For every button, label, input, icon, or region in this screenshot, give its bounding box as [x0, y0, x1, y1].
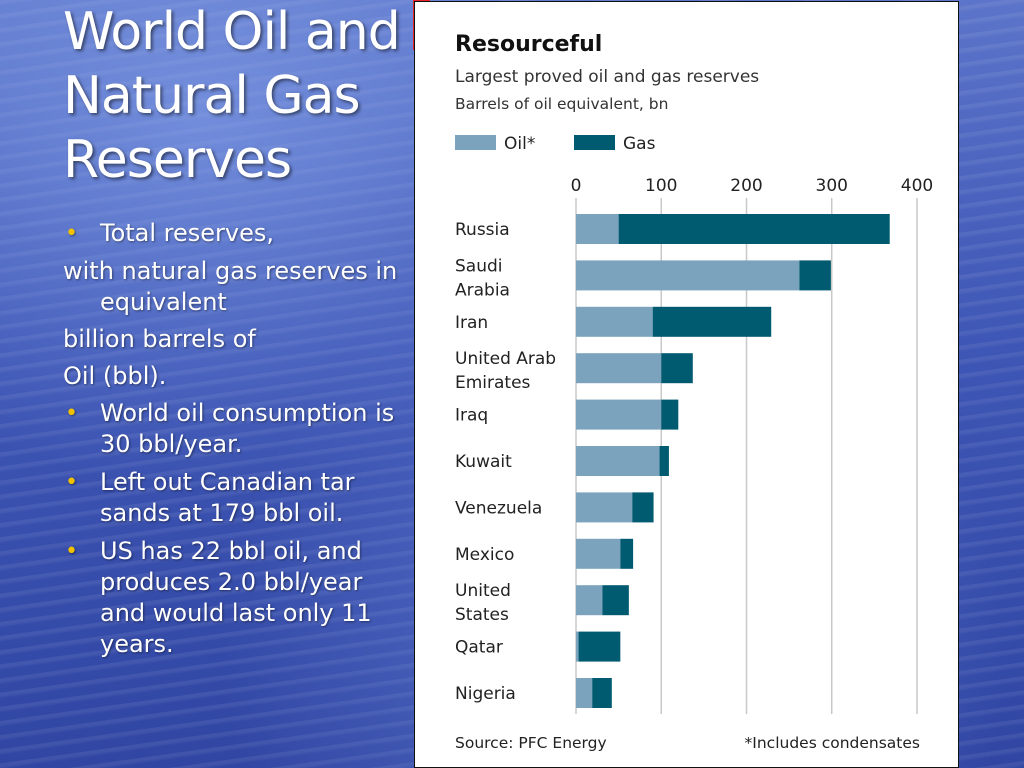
legend-swatch-0: [455, 135, 496, 150]
bar-oil-3: [576, 353, 662, 384]
chart-bars: [576, 214, 890, 708]
body-text: with natural gas reserves in equivalent: [63, 257, 398, 316]
bullet-dot-icon: •: [65, 539, 78, 564]
category-label-line: Saudi: [455, 256, 503, 276]
bar-oil-6: [576, 492, 633, 523]
bullet-item: • Total reserves,: [63, 218, 408, 249]
bar-oil-7: [576, 538, 621, 569]
bullet-dot-icon: •: [65, 221, 78, 246]
legend-label-1: Gas: [623, 134, 656, 154]
bar-gas-2: [652, 306, 772, 337]
x-tick-label-0: 0: [571, 176, 582, 196]
slide-body: • Total reserves, with natural gas reser…: [63, 218, 408, 667]
bar-gas-0: [618, 214, 890, 244]
x-tick-label-1: 100: [645, 176, 677, 196]
bar-oil-8: [576, 585, 603, 616]
body-text: billion barrels of: [63, 325, 256, 353]
bullet-text: Total reserves,: [100, 219, 275, 247]
chart-title: Resourceful: [455, 32, 602, 57]
category-label-10: Nigeria: [455, 684, 516, 704]
chart-subtitle: Largest proved oil and gas reserves: [455, 67, 759, 87]
bullet-text: Left out Canadian tar sands at 179 bbl o…: [100, 468, 355, 527]
category-label-4: Iraq: [455, 406, 488, 426]
bar-gas-6: [632, 492, 654, 523]
chart-category-labels: Russia Saudi Arabia Iran United Arab Emirates…: [455, 220, 556, 704]
category-label-line: United Arab: [455, 349, 556, 369]
slide-title: World Oil and Natural Gas Reserves: [63, 0, 423, 192]
category-label-3: United Arab Emirates: [455, 349, 556, 393]
x-tick-label-2: 200: [730, 176, 762, 196]
chart-footnote: *Includes condensates: [745, 734, 920, 752]
bar-oil-10: [576, 678, 593, 708]
bar-oil-9: [576, 631, 579, 662]
body-line: Oil (bbl).: [63, 361, 408, 392]
bar-gas-3: [661, 353, 693, 384]
body-line: with natural gas reserves in equivalent: [63, 256, 408, 318]
legend-swatch-1: [574, 135, 615, 150]
category-label-8: United States: [455, 581, 511, 625]
bar-gas-1: [799, 260, 831, 291]
bullet-dot-icon: •: [65, 401, 78, 426]
bullet-item: • Left out Canadian tar sands at 179 bbl…: [63, 467, 408, 529]
category-label-2: Iran: [455, 313, 488, 333]
legend-label-0: Oil*: [504, 134, 535, 154]
bar-oil-1: [576, 260, 800, 291]
bar-oil-5: [576, 446, 660, 476]
title-line-1: World Oil and: [63, 2, 401, 62]
bar-gas-9: [578, 631, 621, 662]
bar-gas-8: [602, 585, 629, 616]
body-line: billion barrels of: [63, 324, 408, 355]
reserves-chart: Resourceful Largest proved oil and gas r…: [455, 32, 934, 752]
chart-source: Source: PFC Energy: [455, 734, 607, 752]
category-label-0: Russia: [455, 220, 510, 240]
bar-oil-2: [576, 306, 653, 337]
category-label-line: United: [455, 581, 511, 601]
bullet-item: • US has 22 bbl oil, and produces 2.0 bb…: [63, 536, 408, 660]
chart-panel: Resourceful Largest proved oil and gas r…: [414, 1, 959, 768]
category-label-line: States: [455, 605, 509, 625]
category-label-5: Kuwait: [455, 452, 512, 472]
category-label-1: Saudi Arabia: [455, 256, 510, 300]
x-tick-label-3: 300: [816, 176, 848, 196]
category-label-7: Mexico: [455, 545, 514, 565]
category-label-line: Arabia: [455, 280, 510, 300]
bar-oil-0: [576, 214, 619, 244]
body-text: Oil (bbl).: [63, 362, 167, 390]
category-label-6: Venezuela: [455, 498, 542, 518]
bar-gas-7: [620, 538, 634, 569]
bullet-text: World oil consumption is 30 bbl/year.: [100, 399, 395, 458]
title-line-2: Natural Gas: [63, 66, 361, 126]
bullet-item: • World oil consumption is 30 bbl/year.: [63, 398, 408, 460]
chart-x-axis: 0 100 200 300 400: [571, 176, 934, 196]
bar-oil-4: [576, 399, 662, 430]
chart-legend: Oil* Gas: [455, 134, 656, 154]
bar-gas-4: [661, 399, 679, 430]
category-label-9: Qatar: [455, 638, 503, 658]
chart-unit-label: Barrels of oil equivalent, bn: [455, 95, 668, 113]
bar-gas-5: [659, 446, 669, 476]
bullet-text: US has 22 bbl oil, and produces 2.0 bbl/…: [100, 537, 372, 658]
title-line-3: Reserves: [63, 130, 292, 190]
bar-gas-10: [592, 678, 612, 708]
x-tick-label-4: 400: [901, 176, 933, 196]
category-label-line: Emirates: [455, 373, 531, 393]
bullet-dot-icon: •: [65, 470, 78, 495]
